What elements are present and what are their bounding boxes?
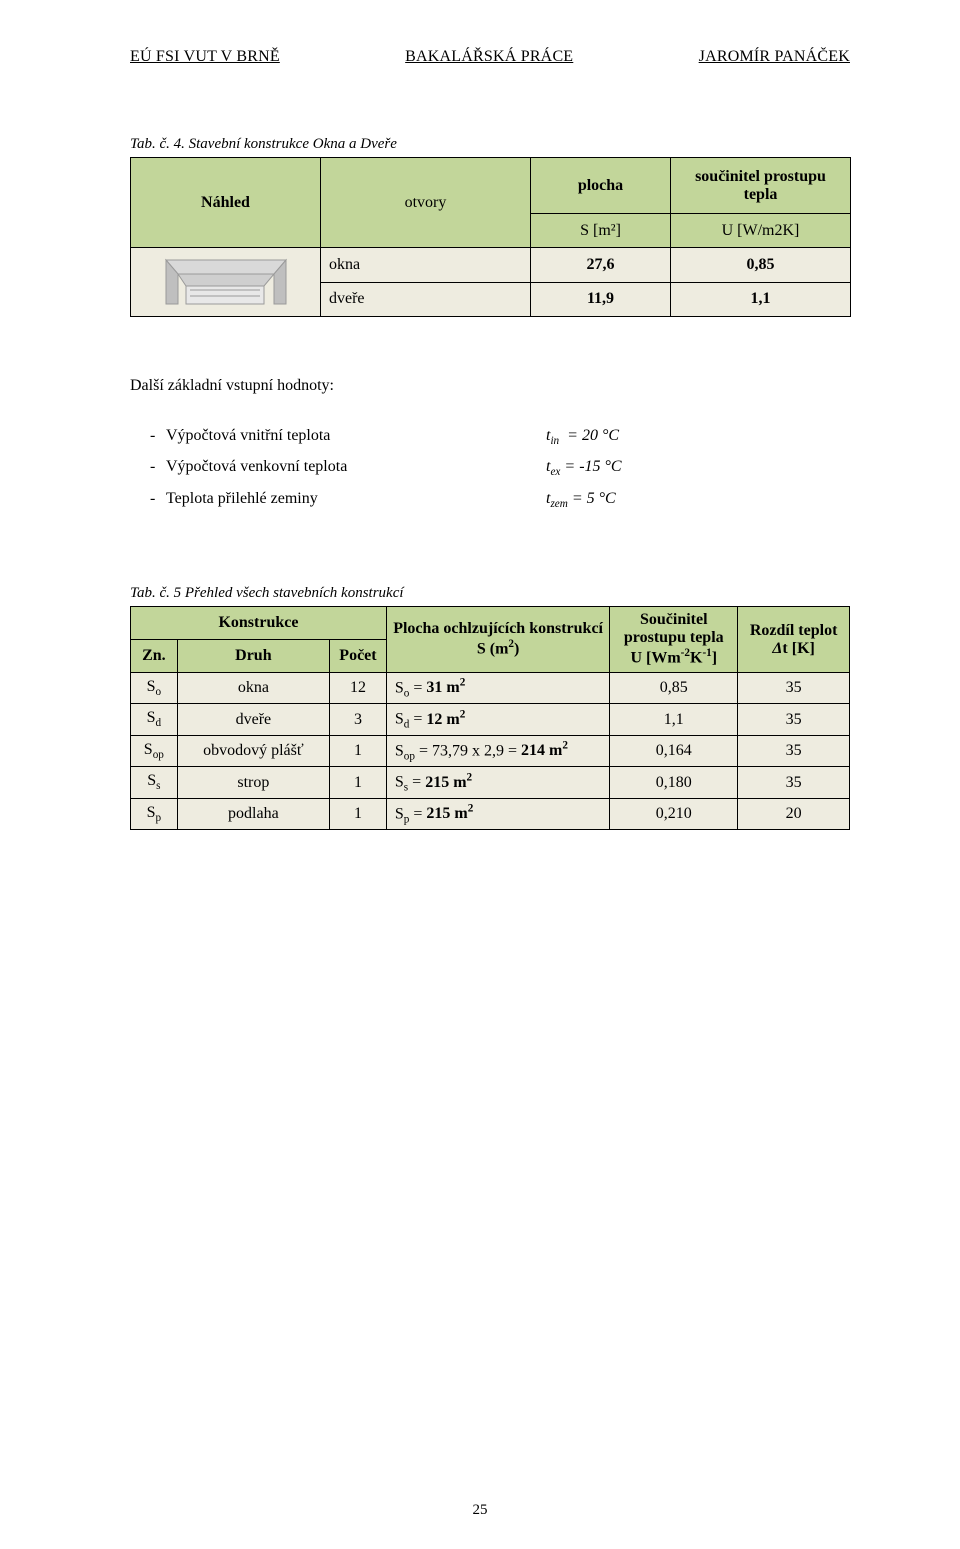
t1-dvere-u: 1,1 [671, 282, 851, 317]
t2-pocet: 1 [330, 798, 387, 830]
input-tex-value: tex = -15 °C [546, 452, 622, 483]
table-row: Sookna12So = 31 m20,8535 [131, 672, 850, 704]
t2-s: Sp = 215 m2 [386, 798, 609, 830]
t2-zn: Sp [131, 798, 178, 830]
t2-u: 1,1 [610, 704, 738, 736]
input-tzem-label: Teplota přilehlé zeminy [166, 484, 546, 514]
t2-pocet: 1 [330, 735, 387, 767]
t1-h-coef: součinitel prostupu tepla [671, 158, 851, 214]
t2-druh: podlaha [177, 798, 329, 830]
inputs-list: - Výpočtová vnitřní teplota tin = 20 °C … [130, 421, 850, 515]
t2-s: So = 31 m2 [386, 672, 609, 704]
input-tzem-value: tzem = 5 °C [546, 484, 616, 515]
table-row: Sopobvodový plášť1Sop = 73,79 x 2,9 = 21… [131, 735, 850, 767]
t1-h-nahled: Náhled [131, 158, 321, 248]
t2-u: 0,85 [610, 672, 738, 704]
page-header: EÚ FSI VUT V BRNĚ BAKALÁŘSKÁ PRÁCE JAROM… [130, 48, 850, 66]
t2-s: Ss = 215 m2 [386, 767, 609, 799]
t1-okna-u: 0,85 [671, 248, 851, 283]
page-number: 25 [0, 1502, 960, 1519]
t2-zn: So [131, 672, 178, 704]
table-okna-dvere: Náhled otvory plocha součinitel prostupu… [130, 157, 851, 317]
t2-h-soucinitel: Součinitel prostupu teplaU [Wm-2K-1] [610, 607, 738, 672]
t2-s: Sd = 12 m2 [386, 704, 609, 736]
window-profile-icon [156, 252, 296, 312]
t2-h-druh: Druh [177, 640, 329, 673]
t1-h-uunit: U [W/m2K] [671, 214, 851, 248]
t2-dt: 35 [738, 704, 850, 736]
t2-dt: 35 [738, 735, 850, 767]
t1-okna-s: 27,6 [531, 248, 671, 283]
t2-zn: Sop [131, 735, 178, 767]
t2-druh: dveře [177, 704, 329, 736]
table2-caption: Tab. č. 5 Přehled všech stavebních konst… [130, 585, 850, 602]
dash-icon: - [130, 421, 166, 451]
table-row: Ssstrop1Ss = 215 m20,18035 [131, 767, 850, 799]
t2-zn: Ss [131, 767, 178, 799]
t1-h-plocha: plocha [531, 158, 671, 214]
t2-pocet: 12 [330, 672, 387, 704]
t2-h-pocet: Počet [330, 640, 387, 673]
header-center: BAKALÁŘSKÁ PRÁCE [405, 48, 573, 66]
input-row-tin: - Výpočtová vnitřní teplota tin = 20 °C [130, 421, 850, 452]
t2-h-rozdil: Rozdíl teplot Δt [K] [738, 607, 850, 672]
t1-dvere-label: dveře [321, 282, 531, 317]
t2-u: 0,180 [610, 767, 738, 799]
table-row: Sppodlaha1Sp = 215 m20,21020 [131, 798, 850, 830]
t2-h-plocha: Plocha ochlzujících konstrukcí S (m2) [386, 607, 609, 672]
input-tin-value: tin = 20 °C [546, 421, 619, 452]
t2-h-konstrukce: Konstrukce [131, 607, 387, 640]
header-right: JAROMÍR PANÁČEK [699, 48, 850, 66]
t2-pocet: 3 [330, 704, 387, 736]
input-row-tzem: - Teplota přilehlé zeminy tzem = 5 °C [130, 484, 850, 515]
inputs-title: Další základní vstupní hodnoty: [130, 377, 850, 395]
t2-u: 0,210 [610, 798, 738, 830]
t2-h-zn: Zn. [131, 640, 178, 673]
t2-s: Sop = 73,79 x 2,9 = 214 m2 [386, 735, 609, 767]
t2-druh: okna [177, 672, 329, 704]
t2-zn: Sd [131, 704, 178, 736]
input-row-tex: - Výpočtová venkovní teplota tex = -15 °… [130, 452, 850, 483]
t2-pocet: 1 [330, 767, 387, 799]
t1-dvere-s: 11,9 [531, 282, 671, 317]
t2-druh: strop [177, 767, 329, 799]
t2-u: 0,164 [610, 735, 738, 767]
header-left: EÚ FSI VUT V BRNĚ [130, 48, 280, 66]
t2-dt: 20 [738, 798, 850, 830]
t2-dt: 35 [738, 767, 850, 799]
dash-icon: - [130, 452, 166, 482]
t1-nahled-cell [131, 248, 321, 317]
t2-dt: 35 [738, 672, 850, 704]
table-row: Sddveře3Sd = 12 m21,135 [131, 704, 850, 736]
table1-caption: Tab. č. 4. Stavební konstrukce Okna a Dv… [130, 136, 850, 153]
t2-druh: obvodový plášť [177, 735, 329, 767]
t1-okna-label: okna [321, 248, 531, 283]
t1-h-sunit: S [m²] [531, 214, 671, 248]
table-konstrukce: Konstrukce Plocha ochlzujících konstrukc… [130, 606, 850, 830]
t1-h-otvory: otvory [321, 158, 531, 248]
input-tin-label: Výpočtová vnitřní teplota [166, 421, 546, 451]
input-tex-label: Výpočtová venkovní teplota [166, 452, 546, 482]
dash-icon: - [130, 484, 166, 514]
